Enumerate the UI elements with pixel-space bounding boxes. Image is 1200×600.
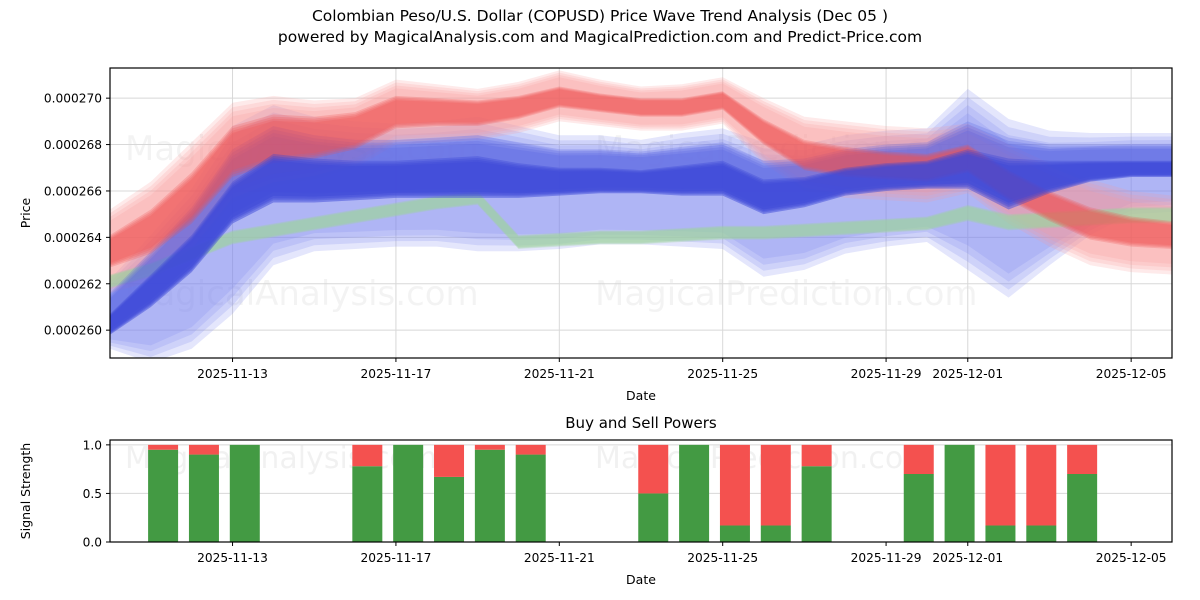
price-band-blue-band-outer (110, 88, 1172, 358)
price-ytick-label: 0.000264 (44, 231, 102, 245)
watermark: MagicalAnalysis.com (125, 274, 479, 314)
price-ytick-label: 0.000268 (44, 138, 102, 152)
price-band-red-band-core (110, 86, 1172, 268)
page-subtitle: powered by MagicalAnalysis.com and Magic… (277, 28, 923, 46)
power-xtick-label: 2025-11-13 (197, 551, 268, 565)
price-band-red-band-outer (110, 72, 1172, 290)
sell-power-bar (434, 444, 465, 477)
price-band-blue-band-mid (110, 121, 1172, 335)
sell-power-bar (1067, 444, 1098, 474)
price-xtick-label: 2025-11-29 (851, 367, 922, 381)
buy-power-bar (434, 476, 465, 542)
buy-power-bar (1026, 525, 1057, 542)
power-xtick-label: 2025-11-29 (851, 551, 922, 565)
buy-power-bar (801, 466, 832, 542)
buy-power-bar (760, 525, 791, 542)
price-ytick-label: 0.000260 (44, 324, 102, 338)
price-band-blue-band-outer (110, 113, 1172, 346)
power-yaxis-title: Signal Strength (18, 443, 33, 539)
buy-power-bar (352, 466, 383, 542)
buy-sell-powers-chart: MagicalAnalysis.comMagicalPrediction.com… (18, 414, 1173, 587)
price-band-red-band-core (110, 89, 1172, 264)
power-xtick-label: 2025-11-17 (361, 551, 432, 565)
buy-power-bar (679, 444, 710, 542)
price-band-blue-band-mid (110, 124, 1172, 333)
buy-power-bar (515, 454, 546, 542)
price-xtick-label: 2025-11-21 (524, 367, 595, 381)
sell-power-bar (352, 444, 383, 467)
chart-title-block: Colombian Peso/U.S. Dollar (COPUSD) Pric… (0, 6, 1200, 48)
price-xaxis-title: Date (626, 388, 656, 403)
price-xtick-label: 2025-12-01 (932, 367, 1003, 381)
power-xtick-label: 2025-12-05 (1096, 551, 1167, 565)
sell-power-bar (801, 444, 832, 467)
watermark: MagicalAnalysis.com (125, 129, 479, 169)
sell-power-bar (638, 444, 669, 494)
price-ytick-label: 0.000270 (44, 92, 102, 106)
price-band-green-band (110, 190, 1172, 289)
price-band-blue-band-core (110, 149, 1172, 335)
buy-power-bar (638, 493, 669, 542)
watermark: MagicalPrediction.com (595, 274, 978, 314)
sell-power-bar (515, 444, 546, 455)
price-ytick-label: 0.000266 (44, 184, 102, 198)
buy-power-bar (903, 474, 934, 542)
price-band-blue-band-outer (110, 97, 1172, 357)
power-ytick-label: 0.0 (83, 536, 102, 550)
price-band-blue-band-core (110, 150, 1172, 334)
buy-power-bar (1067, 474, 1098, 542)
power-ytick-label: 1.0 (83, 438, 102, 452)
power-chart-title: Buy and Sell Powers (565, 414, 717, 432)
buy-power-bar (229, 444, 260, 542)
sell-power-bar (903, 444, 934, 474)
page-title: Colombian Peso/U.S. Dollar (COPUSD) Pric… (311, 7, 888, 25)
power-xtick-label: 2025-11-21 (524, 551, 595, 565)
price-ytick-label: 0.000262 (44, 277, 102, 291)
price-xtick-label: 2025-12-05 (1096, 367, 1167, 381)
price-band-blue-band-core (110, 154, 1172, 332)
buy-power-bar (944, 444, 975, 542)
price-band-blue-band-outer (110, 105, 1172, 352)
price-band-red-band-outer (110, 77, 1172, 282)
buy-power-bar (148, 449, 179, 542)
sell-power-bar (188, 444, 219, 455)
buy-power-bar (474, 449, 505, 542)
power-xaxis-title: Date (626, 572, 656, 587)
price-xtick-label: 2025-11-17 (361, 367, 432, 381)
sell-power-bar (1026, 444, 1057, 526)
price-band-red-band-core (110, 88, 1172, 265)
price-band-red-band-outer (110, 70, 1172, 294)
buy-power-bar (985, 525, 1016, 542)
price-band-blue-band-mid (110, 130, 1172, 330)
buy-power-bar (719, 525, 750, 542)
price-band-green-band (110, 192, 1172, 288)
price-band-green-band (110, 191, 1172, 288)
price-band-blue-band-core (110, 152, 1172, 333)
power-xtick-label: 2025-12-01 (932, 551, 1003, 565)
sell-power-bar (760, 444, 791, 526)
sell-power-bar (719, 444, 750, 526)
price-band-green-band (110, 192, 1172, 287)
sell-power-bar (148, 444, 179, 450)
price-xtick-label: 2025-11-13 (197, 367, 268, 381)
price-xtick-label: 2025-11-25 (687, 367, 758, 381)
power-ytick-label: 0.5 (83, 487, 102, 501)
price-band-red-band-outer (110, 74, 1172, 286)
watermark: MagicalPrediction.com (595, 129, 978, 169)
power-xtick-label: 2025-11-25 (687, 551, 758, 565)
buy-power-bar (393, 444, 424, 542)
sell-power-bar (985, 444, 1016, 526)
sell-power-bar (474, 444, 505, 450)
price-yaxis-title: Price (18, 197, 33, 228)
price-band-red-band-core (110, 87, 1172, 267)
price-wave-chart: MagicalAnalysis.com MagicalPrediction.com… (18, 67, 1173, 403)
price-band-blue-band-mid (110, 127, 1172, 332)
buy-power-bar (188, 454, 219, 542)
